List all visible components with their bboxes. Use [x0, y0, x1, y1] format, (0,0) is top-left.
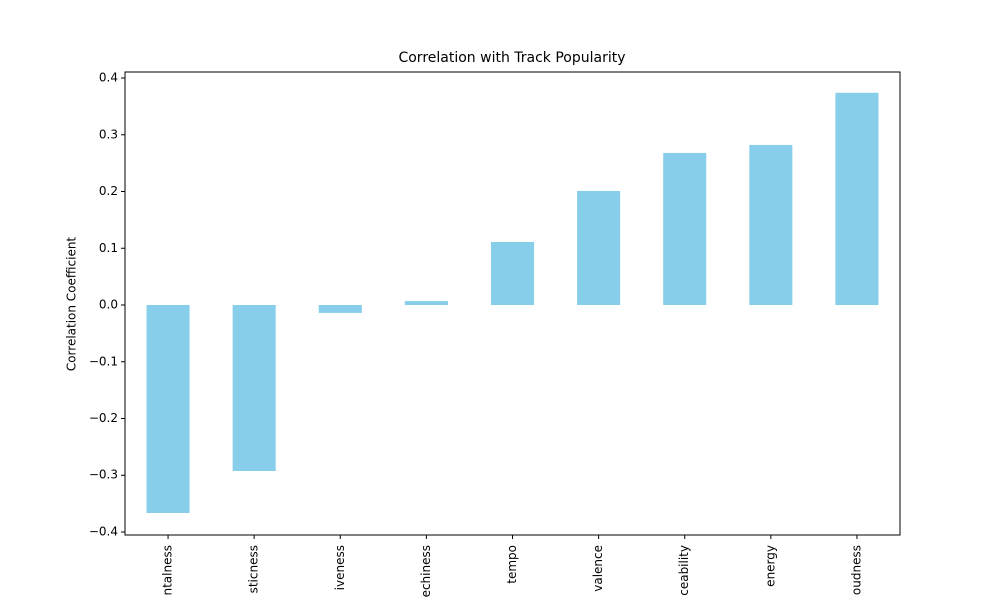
plot-frame [124, 71, 901, 536]
bar [146, 305, 190, 513]
x-tick-label: energy [763, 545, 777, 587]
x-tick-label: oudness [849, 545, 863, 595]
y-tick-label: 0.2 [99, 184, 118, 198]
y-tick-label: 0.3 [99, 127, 118, 141]
y-tick-label: 0.0 [99, 298, 118, 312]
bar [490, 242, 535, 306]
bar [404, 301, 448, 306]
x-tick-label: sticness [247, 545, 261, 593]
x-tick-label: iveness [333, 545, 347, 590]
y-tick-label: −0.3 [89, 468, 118, 482]
x-tick-label: ntalness [161, 545, 175, 596]
y-tick-label: 0.1 [99, 241, 118, 255]
bar [232, 305, 276, 471]
x-tick-label: valence [591, 545, 605, 592]
x-tick-label: tempo [505, 545, 519, 584]
x-tick-label: echiness [419, 545, 433, 597]
bar [577, 190, 621, 306]
bar [318, 305, 362, 313]
bar [663, 152, 707, 306]
chart-title: Correlation with Track Popularity [398, 50, 625, 66]
bar [749, 144, 793, 306]
bar [835, 92, 879, 306]
x-tick-label: ceability [677, 545, 691, 596]
y-tick-label: −0.4 [89, 524, 118, 538]
y-tick-label: −0.1 [89, 354, 118, 368]
y-tick-label: −0.2 [89, 411, 118, 425]
y-axis-label: Correlation Coefficient [65, 237, 79, 372]
y-tick-label: 0.4 [99, 71, 118, 85]
